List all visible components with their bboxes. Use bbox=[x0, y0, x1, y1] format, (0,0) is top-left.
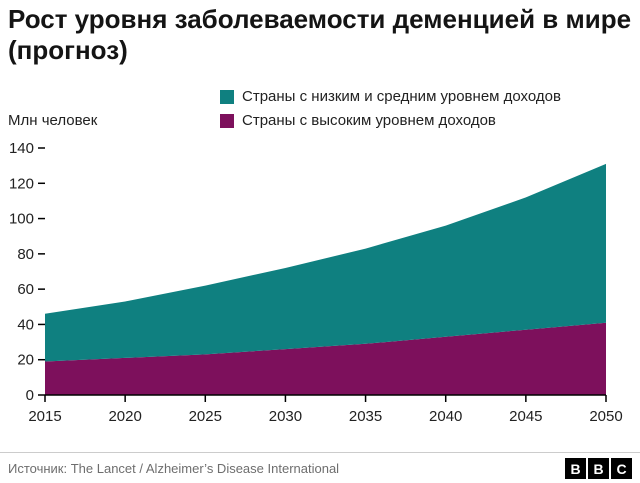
svg-text:2015: 2015 bbox=[28, 408, 61, 425]
source-credit: Источник: The Lancet / Alzheimer’s Disea… bbox=[8, 461, 340, 476]
legend-label: Страны с низким и средним уровнем доходо… bbox=[242, 88, 561, 105]
legend-label: Страны с высоким уровнем доходов bbox=[242, 112, 496, 129]
bbc-logo: B B C bbox=[563, 458, 632, 479]
svg-text:0: 0 bbox=[26, 387, 34, 404]
svg-text:2030: 2030 bbox=[269, 408, 302, 425]
page-title: Рост уровня заболеваемости деменцией в м… bbox=[8, 4, 632, 65]
bbc-logo-letter: B bbox=[588, 458, 609, 479]
svg-text:2035: 2035 bbox=[349, 408, 382, 425]
svg-text:2020: 2020 bbox=[108, 408, 141, 425]
svg-text:140: 140 bbox=[9, 140, 34, 157]
legend-swatch-magenta-icon bbox=[220, 113, 234, 128]
svg-text:2050: 2050 bbox=[589, 408, 622, 425]
svg-text:20: 20 bbox=[17, 352, 34, 369]
bbc-logo-letter: B bbox=[565, 458, 586, 479]
bbc-logo-letter: C bbox=[611, 458, 632, 479]
y-axis-title: Млн человек bbox=[8, 112, 98, 129]
svg-text:100: 100 bbox=[9, 211, 34, 228]
svg-text:40: 40 bbox=[17, 316, 34, 333]
svg-text:2040: 2040 bbox=[429, 408, 462, 425]
svg-text:2025: 2025 bbox=[189, 408, 222, 425]
footer-divider bbox=[0, 452, 640, 453]
legend-item-low-middle-income: Страны с низким и средним уровнем доходо… bbox=[220, 88, 561, 105]
svg-text:120: 120 bbox=[9, 175, 34, 192]
chart-legend: Страны с низким и средним уровнем доходо… bbox=[220, 88, 561, 136]
dementia-forecast-chart: 0 20 40 60 80 100 120 140 2015 2020 2025 2030 2035 20… bbox=[0, 132, 640, 432]
svg-text:80: 80 bbox=[17, 246, 34, 263]
legend-swatch-teal-icon bbox=[220, 89, 234, 104]
svg-text:60: 60 bbox=[17, 281, 34, 298]
legend-item-high-income: Страны с высоким уровнем доходов bbox=[220, 112, 561, 129]
svg-text:2045: 2045 bbox=[509, 408, 542, 425]
